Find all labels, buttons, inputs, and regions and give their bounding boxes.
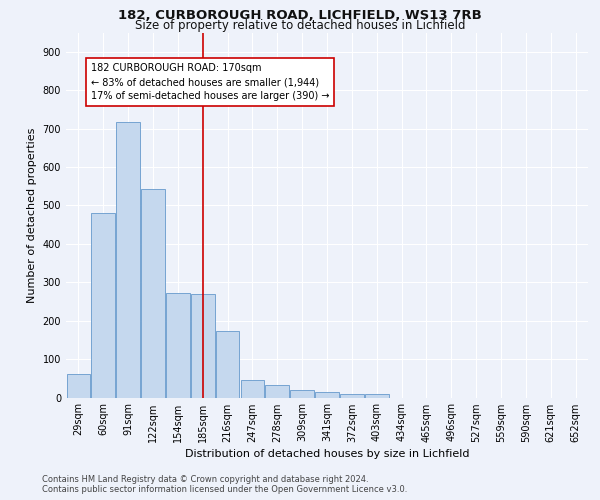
Bar — [141, 189, 165, 398]
Bar — [166, 293, 190, 398]
Bar — [91, 213, 115, 398]
Bar — [365, 394, 389, 398]
Text: 182, CURBOROUGH ROAD, LICHFIELD, WS13 7RB: 182, CURBOROUGH ROAD, LICHFIELD, WS13 7R… — [118, 9, 482, 22]
Bar — [265, 385, 289, 398]
Text: Size of property relative to detached houses in Lichfield: Size of property relative to detached ho… — [135, 19, 465, 32]
X-axis label: Distribution of detached houses by size in Lichfield: Distribution of detached houses by size … — [185, 449, 469, 459]
Bar — [116, 122, 140, 398]
Y-axis label: Number of detached properties: Number of detached properties — [27, 128, 37, 302]
Bar — [216, 331, 239, 398]
Bar — [290, 390, 314, 398]
Bar — [340, 394, 364, 398]
Bar — [191, 294, 215, 398]
Text: Contains HM Land Registry data © Crown copyright and database right 2024.
Contai: Contains HM Land Registry data © Crown c… — [42, 474, 407, 494]
Bar — [67, 374, 90, 398]
Bar — [315, 392, 339, 398]
Bar — [241, 380, 264, 398]
Text: 182 CURBOROUGH ROAD: 170sqm
← 83% of detached houses are smaller (1,944)
17% of : 182 CURBOROUGH ROAD: 170sqm ← 83% of det… — [91, 63, 329, 101]
